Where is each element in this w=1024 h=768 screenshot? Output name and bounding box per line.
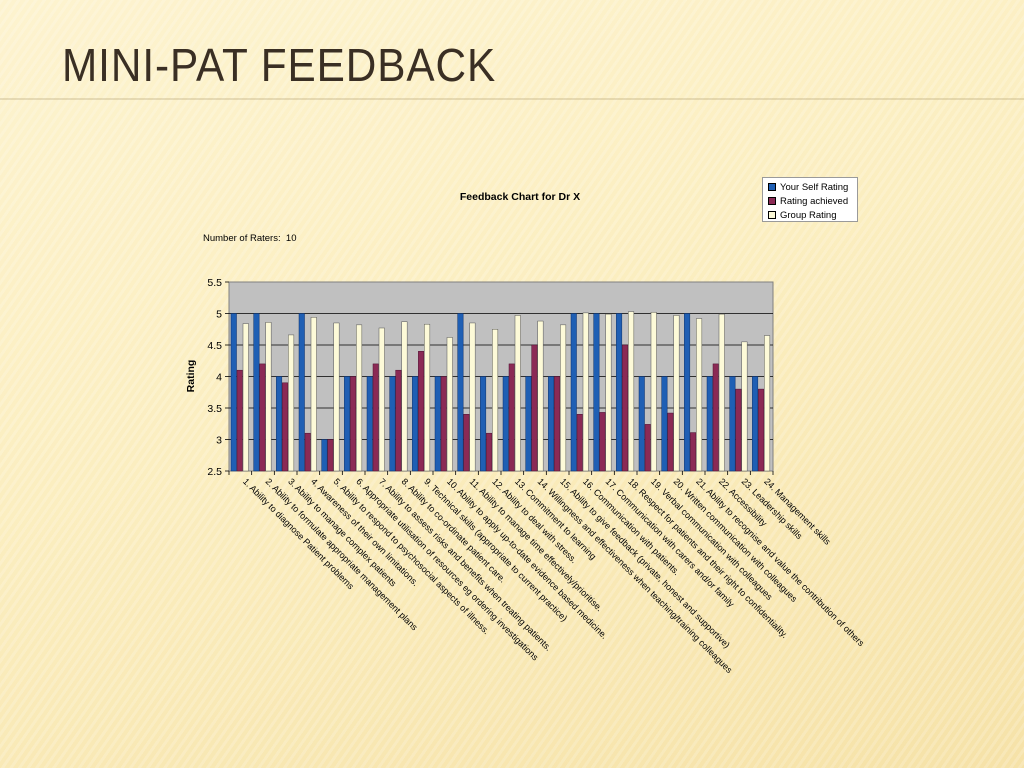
bar-group-rating [469,322,476,472]
bar-group-rating [514,315,521,472]
legend-swatch-self [768,183,776,191]
y-tick-label: 5 [216,309,222,321]
bar-rating-achieved [644,424,651,472]
bar-self-rating [366,376,373,472]
bar-rating-achieved [576,414,583,472]
bar-rating-achieved [463,414,470,472]
bar-group-rating [650,311,657,472]
legend-swatch-achieved [768,197,776,205]
bar-rating-achieved [735,388,742,472]
bar-group-rating [582,312,589,472]
bar-group-rating [333,322,340,472]
bar-rating-achieved [282,382,289,472]
bar-rating-achieved [712,363,719,472]
raters-value: 10 [285,233,297,244]
bar-rating-achieved [622,344,629,472]
bar-group-rating [492,329,499,472]
bar-self-rating [638,376,645,472]
bar-group-rating [537,320,544,472]
legend-entry-group: Group Rating [768,208,857,222]
bar-self-rating [502,376,509,472]
legend-entry-self: Your Self Rating [768,180,857,194]
bar-rating-achieved [350,376,357,472]
bar-rating-achieved [440,376,447,472]
raters-count: Number of Raters: 10 [203,233,296,244]
slide-title: MINI-PAT FEEDBACK [62,39,497,91]
legend-label-achieved: Rating achieved [780,195,849,207]
bar-group-rating [265,322,272,472]
y-axis-label: Rating [185,360,197,393]
bar-self-rating [661,376,668,472]
bar-self-rating [412,376,419,472]
bar-group-rating [696,318,703,472]
legend-label-group: Group Rating [780,209,837,221]
bar-group-rating [424,323,431,472]
bar-rating-achieved [259,363,266,472]
bar-group-rating [673,315,680,472]
chart-legend: Your Self Rating Rating achieved Group R… [762,177,858,222]
bar-rating-achieved [236,369,243,472]
bar-self-rating [276,376,283,472]
bar-group-rating [446,337,453,472]
bar-self-rating [434,376,441,472]
bar-rating-achieved [327,439,334,472]
bar-rating-achieved [690,432,697,472]
bar-group-rating [741,341,748,472]
bar-self-rating [706,376,713,472]
bar-self-rating [457,313,464,472]
legend-entry-achieved: Rating achieved [768,194,857,208]
y-tick-label: 4.5 [207,340,222,352]
bar-rating-achieved [486,432,493,472]
title-divider [0,98,1024,100]
bar-rating-achieved [758,388,765,472]
bar-rating-achieved [418,351,425,472]
bar-rating-achieved [667,412,674,472]
bar-group-rating [356,324,363,472]
bar-self-rating [684,313,691,472]
bar-group-rating [288,334,295,472]
bar-group-rating [764,335,771,472]
bar-rating-achieved [372,363,379,472]
chart-title: Feedback Chart for Dr X [459,191,581,203]
legend-label-self: Your Self Rating [780,181,849,193]
bar-group-rating [378,327,385,472]
bar-rating-achieved [554,376,561,472]
bar-self-rating [253,313,260,472]
bar-group-rating [310,317,317,472]
raters-label: Number of Raters: [203,233,281,244]
y-tick-label: 4 [216,372,222,384]
bar-self-rating [389,376,396,472]
bar-group-rating [628,311,635,472]
bar-rating-achieved [599,412,606,472]
y-tick-label: 3 [216,435,222,447]
bar-group-rating [242,323,249,472]
bar-group-rating [401,321,408,472]
bar-self-rating [230,313,237,472]
bar-self-rating [344,376,351,472]
bar-self-rating [593,313,600,472]
bar-rating-achieved [395,369,402,472]
bar-self-rating [616,313,623,472]
bar-self-rating [548,376,555,472]
y-tick-label: 3.5 [207,403,222,415]
bar-self-rating [570,313,577,472]
bar-self-rating [525,376,532,472]
bar-rating-achieved [508,363,515,472]
bar-self-rating [752,376,759,472]
bar-rating-achieved [531,344,538,472]
bar-self-rating [480,376,487,472]
bar-self-rating [729,376,736,472]
legend-swatch-group [768,211,776,219]
bar-group-rating [605,313,612,472]
bar-group-rating [718,313,725,472]
bar-self-rating [298,313,305,472]
y-tick-label: 5.5 [207,277,222,289]
bar-group-rating [560,324,567,472]
bar-rating-achieved [304,432,311,472]
y-tick-label: 2.5 [207,466,222,478]
bar-self-rating [321,439,328,472]
